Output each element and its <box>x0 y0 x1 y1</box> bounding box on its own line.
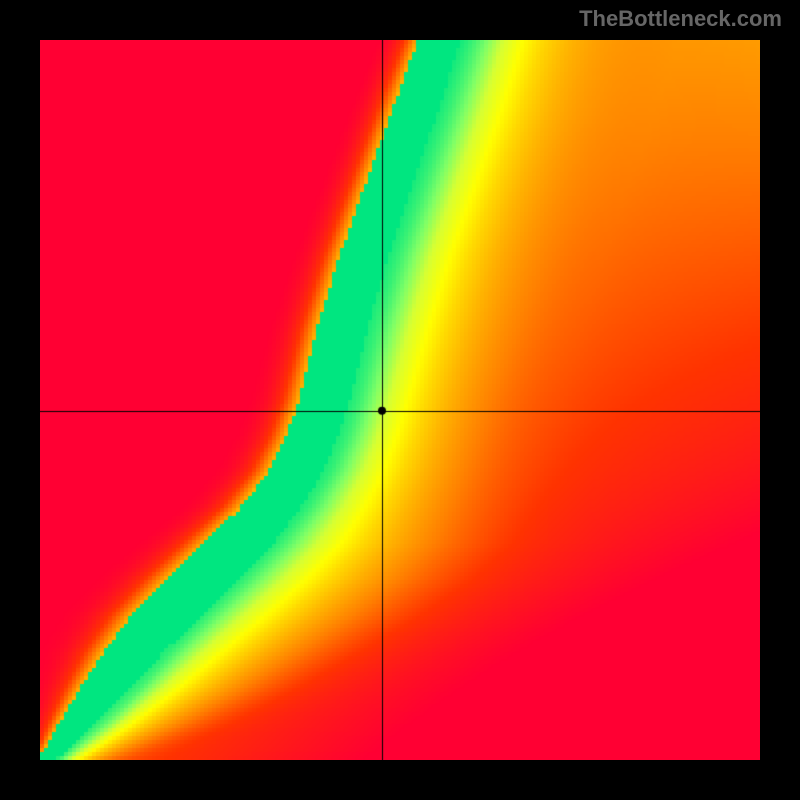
watermark-label: TheBottleneck.com <box>579 6 782 32</box>
bottleneck-heatmap <box>40 40 760 760</box>
